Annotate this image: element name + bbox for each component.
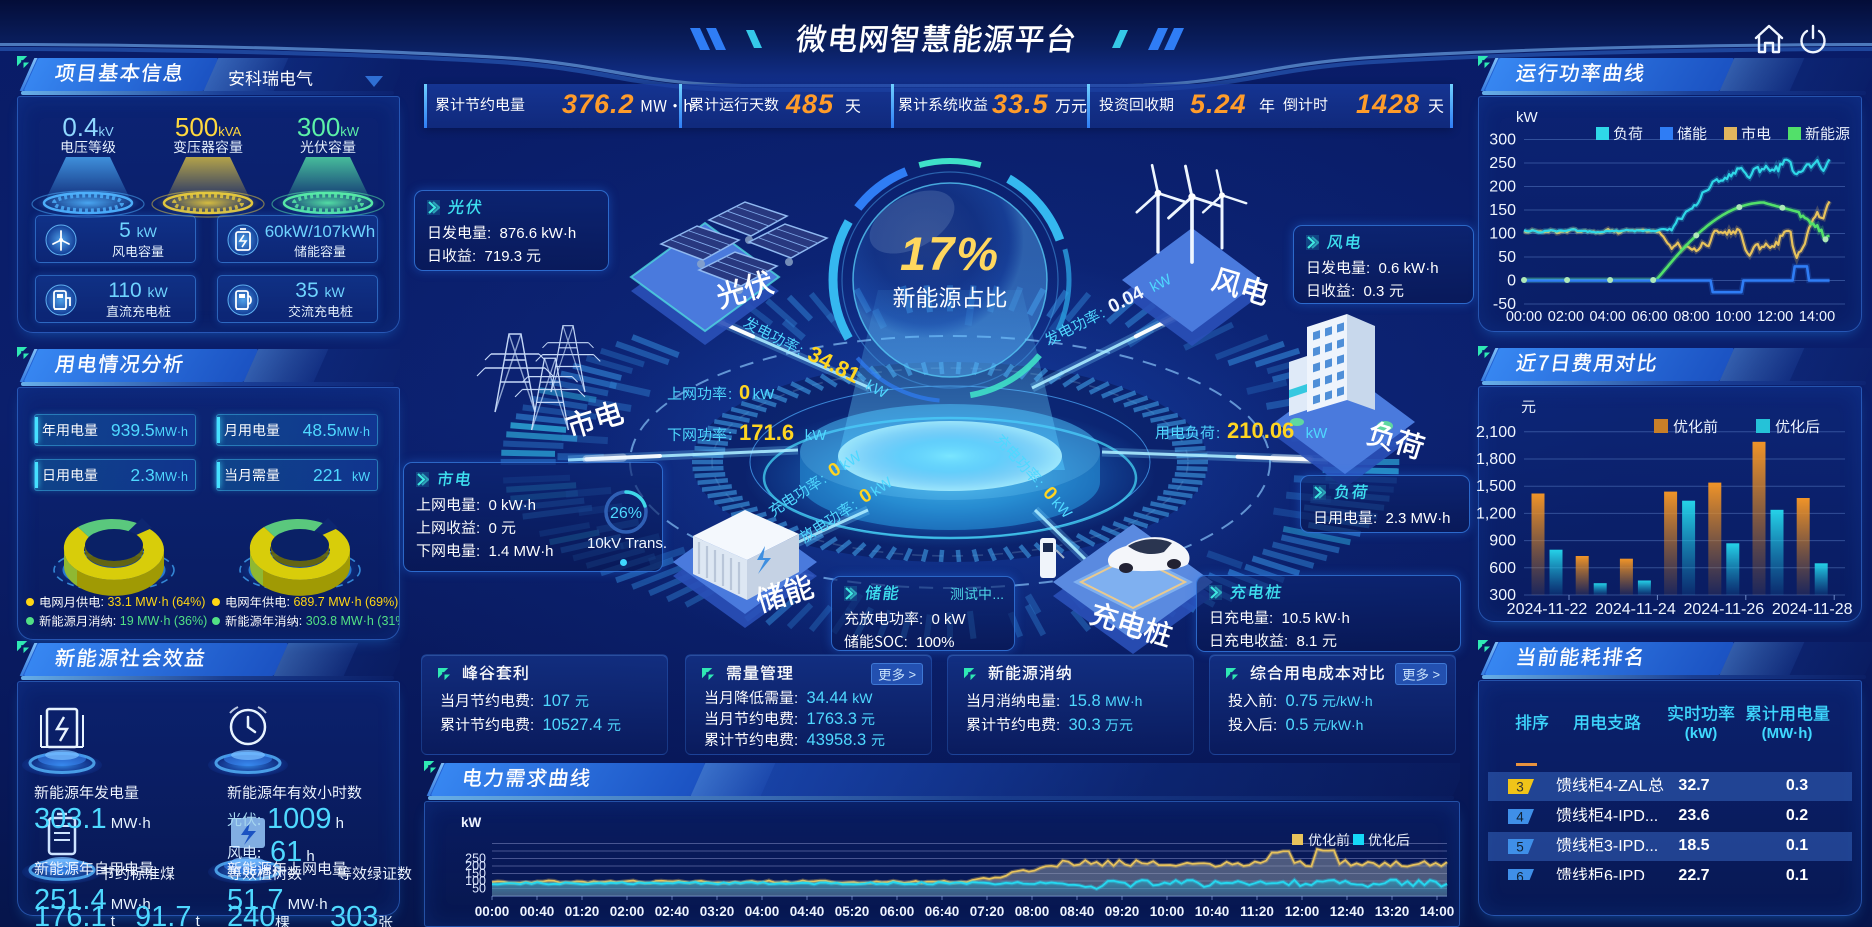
svg-text:250: 250 (465, 852, 486, 866)
svg-text:50: 50 (472, 882, 486, 896)
svg-text:0: 0 (1507, 273, 1516, 290)
svg-text:2,100: 2,100 (1476, 424, 1516, 441)
svg-text:2024-11-24: 2024-11-24 (1595, 601, 1676, 618)
svg-text:600: 600 (1489, 560, 1516, 577)
svg-text:900: 900 (1489, 533, 1516, 550)
svg-text:00:00: 00:00 (475, 904, 510, 919)
svg-text:1,800: 1,800 (1476, 451, 1516, 468)
svg-text:250: 250 (1489, 155, 1516, 172)
svg-text:01:20: 01:20 (565, 904, 600, 919)
svg-text:12:00: 12:00 (1285, 904, 1320, 919)
svg-text:2024-11-22: 2024-11-22 (1507, 601, 1588, 618)
svg-text:2024-11-26: 2024-11-26 (1683, 601, 1764, 618)
svg-text:150: 150 (1489, 202, 1516, 219)
svg-text:100: 100 (1489, 226, 1516, 243)
svg-text:10:00: 10:00 (1150, 904, 1185, 919)
svg-text::: : (728, 427, 732, 444)
svg-text:17%: 17% (900, 227, 1000, 280)
svg-text:1,200: 1,200 (1476, 505, 1516, 522)
svg-text:5: 5 (1516, 840, 1524, 855)
svg-text:kW: kW (1306, 425, 1329, 442)
svg-text:200: 200 (1489, 179, 1516, 196)
svg-text:11:20: 11:20 (1240, 904, 1274, 919)
svg-text:100: 100 (465, 874, 486, 888)
svg-text:00:00: 00:00 (1506, 309, 1542, 325)
svg-text:12:00: 12:00 (1757, 309, 1793, 325)
svg-text:13:20: 13:20 (1375, 904, 1410, 919)
svg-text:02:00: 02:00 (610, 904, 645, 919)
svg-text:300: 300 (1489, 132, 1516, 149)
svg-text:06:00: 06:00 (1631, 309, 1667, 325)
svg-text:02:40: 02:40 (655, 904, 690, 919)
svg-text:26%: 26% (610, 505, 642, 522)
svg-text:2024-11-28: 2024-11-28 (1772, 601, 1853, 618)
svg-text:08:00: 08:00 (1015, 904, 1050, 919)
svg-text:4: 4 (1516, 810, 1524, 825)
svg-text:kW: kW (805, 427, 828, 444)
svg-text:171.6: 171.6 (739, 420, 794, 445)
svg-text:kW: kW (1516, 109, 1539, 126)
svg-text:09:20: 09:20 (1105, 904, 1140, 919)
svg-text:150: 150 (465, 867, 486, 881)
svg-text:kW: kW (753, 386, 776, 403)
svg-text:08:00: 08:00 (1673, 309, 1709, 325)
svg-text:10:00: 10:00 (1715, 309, 1751, 325)
svg-text:200: 200 (465, 859, 486, 873)
svg-text:04:00: 04:00 (745, 904, 780, 919)
svg-text:6: 6 (1516, 870, 1524, 881)
svg-text:04:40: 04:40 (790, 904, 825, 919)
svg-text:0: 0 (739, 382, 750, 404)
svg-text:210.06: 210.06 (1227, 418, 1294, 443)
svg-text:14:00: 14:00 (1420, 904, 1455, 919)
svg-text:3: 3 (1516, 780, 1524, 795)
svg-text:1,500: 1,500 (1476, 478, 1516, 495)
svg-text:03:20: 03:20 (700, 904, 735, 919)
svg-text:06:00: 06:00 (880, 904, 915, 919)
svg-text::: : (795, 342, 806, 359)
svg-text:14:00: 14:00 (1799, 309, 1835, 325)
svg-text:07:20: 07:20 (970, 904, 1005, 919)
svg-text:12:40: 12:40 (1330, 904, 1365, 919)
svg-text::: : (1096, 305, 1107, 322)
svg-text:10:40: 10:40 (1195, 904, 1230, 919)
svg-text:kW: kW (461, 815, 482, 830)
svg-text::: : (1216, 425, 1220, 442)
svg-text:00:40: 00:40 (520, 904, 555, 919)
svg-text:-50: -50 (1493, 296, 1516, 313)
svg-text:50: 50 (1498, 249, 1516, 266)
svg-text:04:00: 04:00 (1590, 309, 1626, 325)
svg-text:300: 300 (1489, 587, 1516, 604)
svg-text:02:00: 02:00 (1548, 309, 1584, 325)
svg-text:05:20: 05:20 (835, 904, 870, 919)
svg-text:06:40: 06:40 (925, 904, 960, 919)
svg-text::: : (728, 386, 732, 403)
svg-text:08:40: 08:40 (1060, 904, 1095, 919)
